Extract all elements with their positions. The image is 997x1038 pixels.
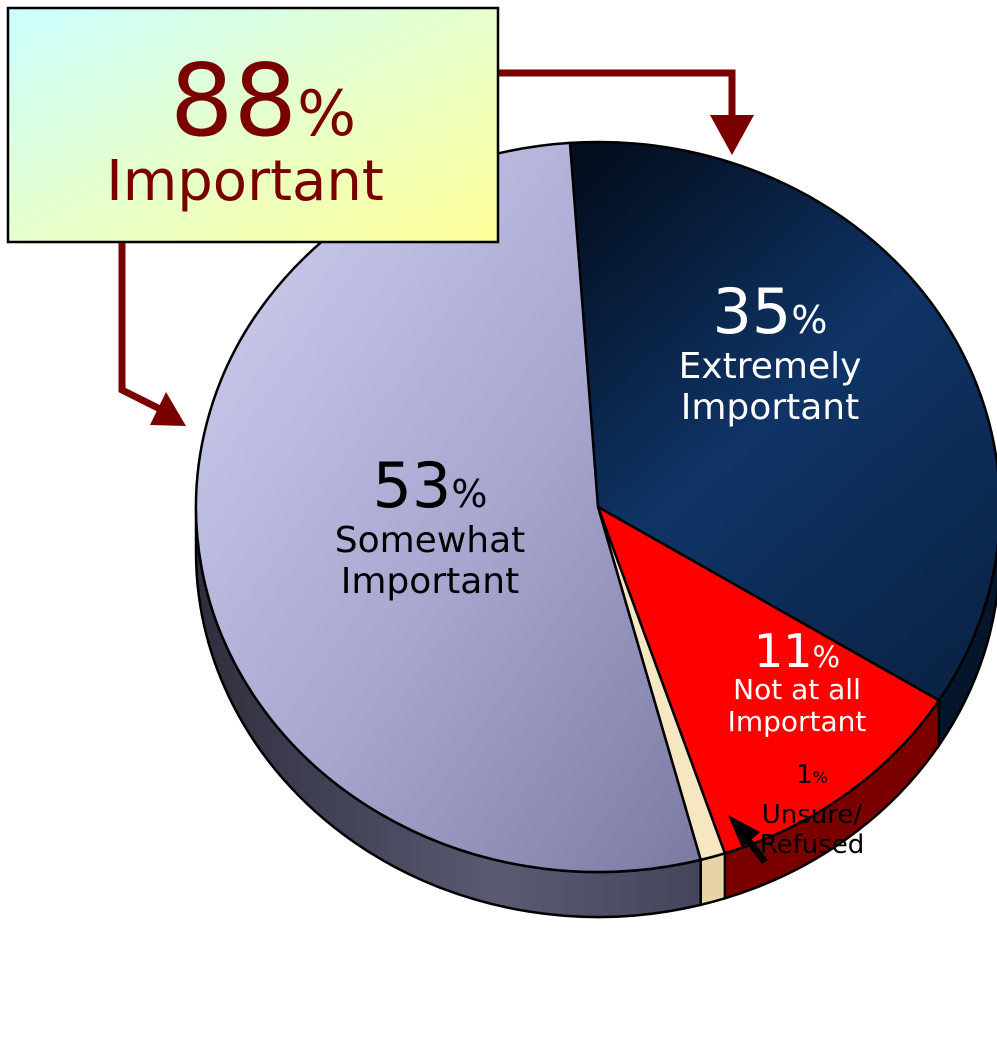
slice-label-not_at_all: 11% Not at all Important: [728, 624, 867, 738]
slice-label-line: Unsure/: [762, 800, 863, 830]
slice-label-extremely: 35% Extremely Important: [679, 275, 862, 428]
callout-percent: 88%: [170, 42, 356, 159]
slice-label-line: Important: [681, 387, 859, 428]
slice-label-somewhat: 53% Somewhat Important: [335, 449, 526, 602]
slice-label-unsure: 1% Unsure/Refused: [760, 760, 865, 860]
slice-percent-number: 11: [754, 624, 813, 678]
slice-label-line: Important: [341, 561, 519, 602]
slice-percent-number: 1: [796, 760, 813, 790]
slice-percent-sign: %: [451, 472, 487, 516]
callout-label: Important: [106, 149, 384, 214]
slice-label-line: Somewhat: [335, 520, 526, 561]
callout-percent-sign: %: [297, 77, 356, 150]
callout-percent-number: 88: [170, 42, 297, 159]
pie-side-unsure: [699, 851, 727, 907]
important-callout: 88% Important: [6, 6, 500, 244]
slice-percent-sign: %: [812, 640, 840, 674]
slice-label-line: Important: [728, 705, 867, 738]
pie-slice-extremely: [568, 140, 997, 702]
callout-box: [6, 6, 500, 244]
slice-percent-number: 35: [712, 275, 791, 348]
slice-label-line: Refused: [760, 830, 865, 860]
callout-arrows: [118, 69, 754, 426]
slice-percent-sign: %: [813, 768, 828, 787]
slice-percent-sign: %: [791, 298, 827, 342]
slice-label-line: Not at all: [733, 673, 861, 706]
slice-label-line: Extremely: [679, 346, 862, 387]
pie-slices: [194, 140, 997, 874]
slice-percent-number: 53: [372, 449, 451, 522]
unsure-pointer-arrow: [728, 815, 768, 865]
